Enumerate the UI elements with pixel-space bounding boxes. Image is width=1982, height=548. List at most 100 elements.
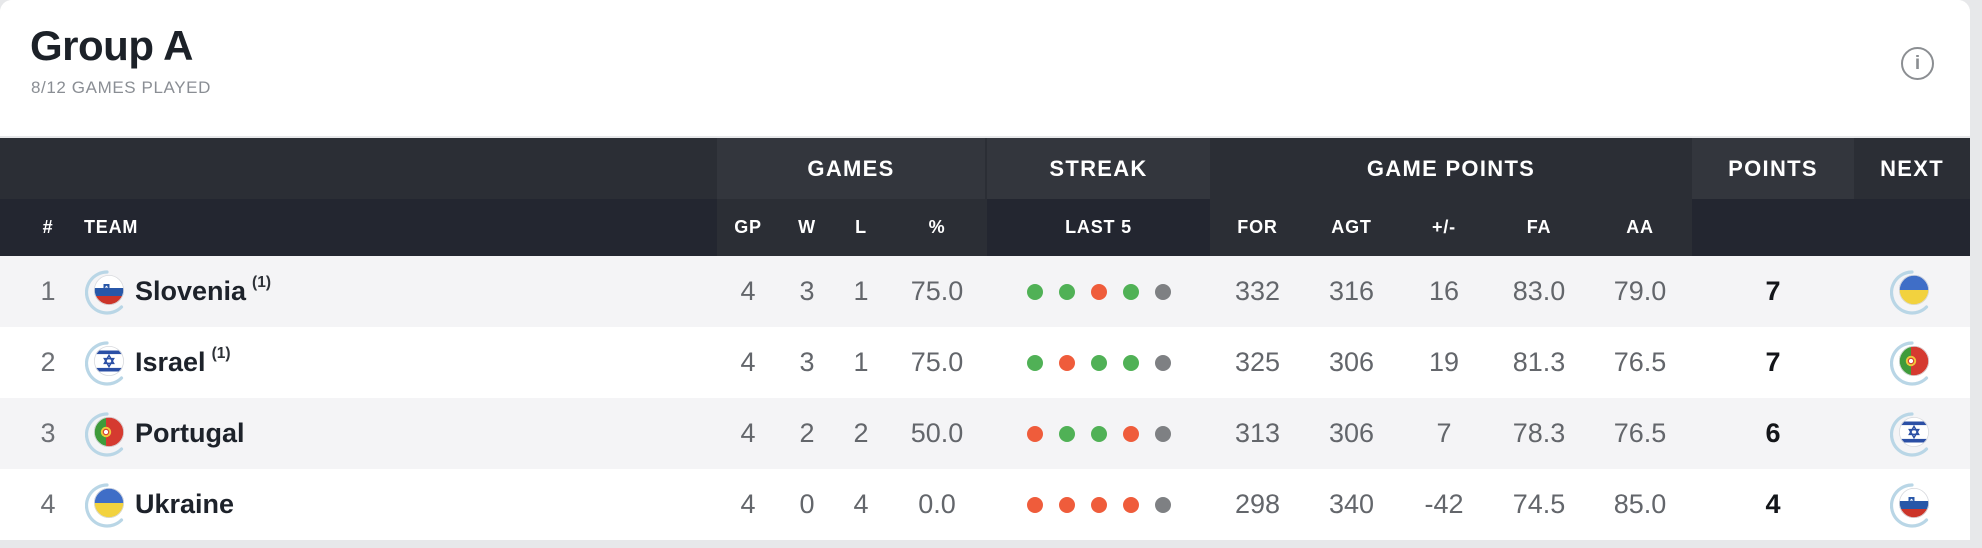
table-body: 1 Slovenia (1) 4 3 1 75.0 332 316 16 83.… (0, 256, 1970, 540)
team-cell[interactable]: Israel (1) (76, 327, 717, 398)
points-value: 7 (1765, 276, 1781, 306)
aa-value: 79.0 (1613, 276, 1667, 306)
win-dot-icon (1026, 354, 1043, 371)
group-header-row: GAMES STREAK GAME POINTS POINTS NEXT (0, 138, 1970, 199)
team-cell[interactable]: Portugal (76, 398, 717, 469)
agt-value: 306 (1328, 347, 1375, 377)
pct-value: 75.0 (910, 276, 964, 306)
team-name: Israel (135, 347, 206, 377)
col-header-gamepoints-group: FOR AGT +/- FA AA (1210, 199, 1692, 256)
loss-dot-icon (1090, 496, 1107, 513)
aa-value: 76.5 (1613, 347, 1667, 377)
for-value: 313 (1234, 418, 1281, 448)
win-dot-icon (1122, 283, 1139, 300)
for-value: 325 (1234, 347, 1281, 377)
group-header-spacer (0, 138, 717, 199)
col-header-pct: % (928, 217, 946, 237)
rank: 2 (40, 347, 56, 377)
win-dot-icon (1090, 354, 1107, 371)
col-header-team: TEAM (76, 199, 717, 256)
next-opponent-cell[interactable] (1854, 469, 1970, 540)
next-opponent-cell[interactable] (1854, 256, 1970, 327)
col-header-for: FOR (1237, 217, 1278, 237)
agt-value: 340 (1328, 489, 1375, 519)
win-dot-icon (1058, 283, 1075, 300)
next-opponent-cell[interactable] (1854, 398, 1970, 469)
fa-value: 78.3 (1512, 418, 1566, 448)
group-header-next: NEXT (1854, 138, 1970, 199)
streak-last5-dots (987, 469, 1210, 540)
team-row[interactable]: 1 Slovenia (1) 4 3 1 75.0 332 316 16 83.… (0, 256, 1970, 327)
group-standings-card: Group A 8/12 GAMES PLAYED i GAMES STREAK… (0, 0, 1970, 540)
loss-dot-icon (1058, 354, 1075, 371)
gp-value: 4 (740, 347, 756, 377)
wins-value: 3 (799, 276, 815, 306)
team-row[interactable]: 3 Portugal 4 2 2 50.0 313 306 7 78.3 76.… (0, 398, 1970, 469)
gp-value: 4 (740, 489, 756, 519)
next-opponent-flag-icon (1889, 340, 1934, 386)
team-row[interactable]: 4 Ukraine 4 0 4 0.0 298 340 -42 74.5 85.… (0, 469, 1970, 540)
col-header-next-spacer (1854, 199, 1970, 256)
loss-dot-icon (1122, 496, 1139, 513)
team-cell[interactable]: Ukraine (76, 469, 717, 540)
team-name: Ukraine (135, 489, 235, 519)
plus-minus-value: -42 (1424, 489, 1464, 519)
info-icon: i (1914, 53, 1921, 74)
agt-value: 306 (1328, 418, 1375, 448)
loss-dot-icon (1058, 496, 1075, 513)
for-value: 298 (1234, 489, 1281, 519)
group-header-streak: STREAK (987, 138, 1210, 199)
streak-last5-dots (987, 398, 1210, 469)
streak-last5-dots (987, 256, 1210, 327)
team-flag-icon (84, 340, 129, 386)
loss-dot-icon (1026, 496, 1043, 513)
rank: 3 (40, 418, 56, 448)
plus-minus-value: 7 (1436, 418, 1452, 448)
pct-value: 50.0 (910, 418, 964, 448)
points-value: 7 (1765, 347, 1781, 377)
unplayed-dot-icon (1154, 425, 1171, 442)
col-header-last5: LAST 5 (987, 199, 1210, 256)
win-dot-icon (1090, 425, 1107, 442)
col-header-rank: # (0, 199, 76, 256)
pct-value: 75.0 (910, 347, 964, 377)
loss-dot-icon (1090, 283, 1107, 300)
team-name: Portugal (135, 418, 245, 448)
team-cell[interactable]: Slovenia (1) (76, 256, 717, 327)
agt-value: 316 (1328, 276, 1375, 306)
col-header-l: L (855, 217, 867, 237)
unplayed-dot-icon (1154, 496, 1171, 513)
fa-value: 74.5 (1512, 489, 1566, 519)
win-dot-icon (1026, 283, 1043, 300)
for-value: 332 (1234, 276, 1281, 306)
column-header-row: # TEAM GP W L % LAST 5 FOR AGT +/- FA AA (0, 199, 1970, 256)
losses-value: 2 (853, 418, 869, 448)
wins-value: 2 (799, 418, 815, 448)
group-title: Group A (30, 22, 193, 69)
team-flag-icon (84, 482, 129, 528)
team-note-superscript: (1) (211, 344, 231, 362)
col-header-w: W (798, 217, 816, 237)
win-dot-icon (1058, 425, 1075, 442)
points-value: 6 (1765, 418, 1781, 448)
team-flag-icon (84, 411, 129, 457)
points-value: 4 (1765, 489, 1781, 519)
next-opponent-cell[interactable] (1854, 327, 1970, 398)
group-header-points: POINTS (1692, 138, 1854, 199)
table-header: GAMES STREAK GAME POINTS POINTS NEXT # T… (0, 136, 1970, 256)
card-header: Group A 8/12 GAMES PLAYED i (0, 0, 1970, 136)
rank: 1 (40, 276, 56, 306)
group-header-games: GAMES (717, 138, 987, 199)
streak-last5-dots (987, 327, 1210, 398)
col-header-points-spacer (1692, 199, 1854, 256)
col-header-gp: GP (734, 217, 762, 237)
info-button[interactable]: i (1901, 47, 1934, 80)
plus-minus-value: 19 (1428, 347, 1460, 377)
next-opponent-flag-icon (1889, 411, 1934, 457)
team-name: Slovenia (135, 276, 247, 306)
aa-value: 76.5 (1613, 418, 1667, 448)
team-row[interactable]: 2 Israel (1) 4 3 1 75.0 325 306 19 81.3 … (0, 327, 1970, 398)
plus-minus-value: 16 (1428, 276, 1460, 306)
losses-value: 1 (853, 276, 869, 306)
team-note-superscript: (1) (252, 273, 271, 291)
